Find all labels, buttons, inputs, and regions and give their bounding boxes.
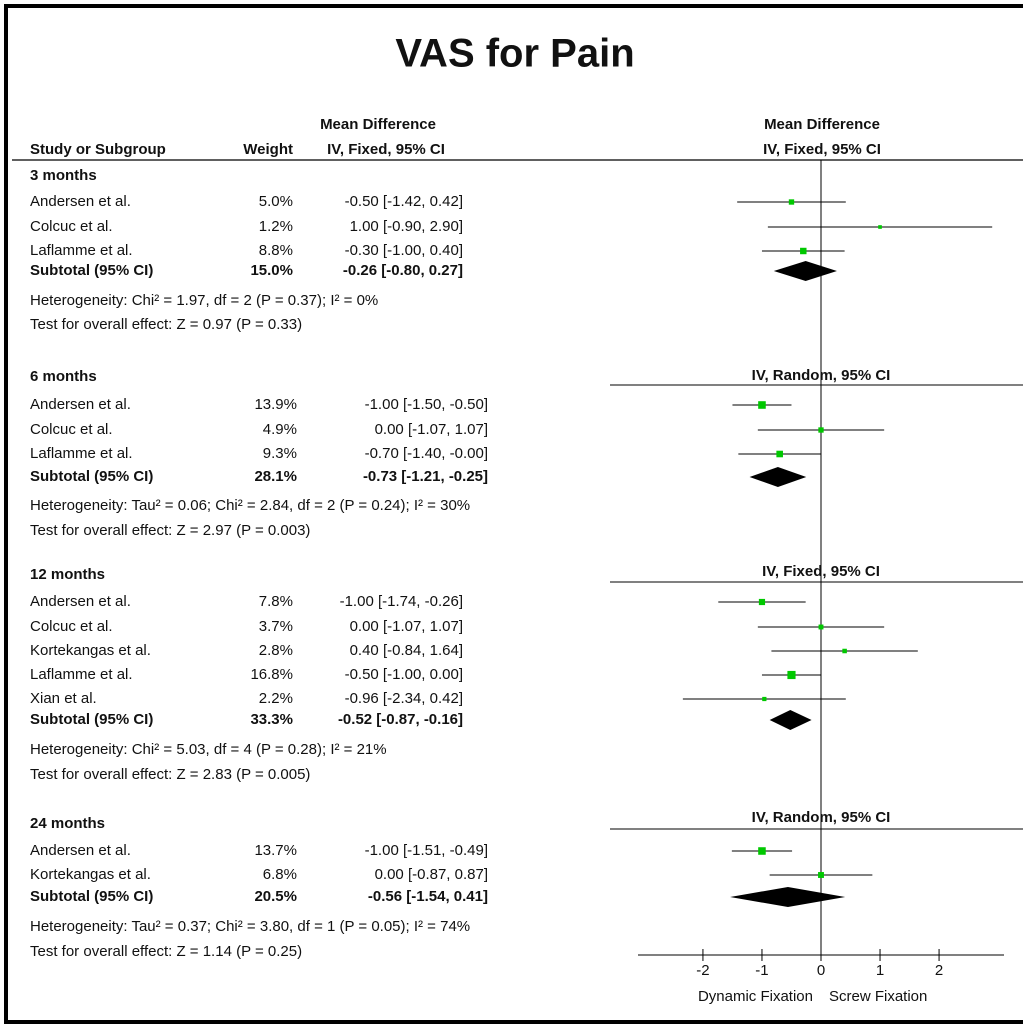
- study-name: Andersen et al.: [30, 842, 131, 859]
- study-name: Kortekangas et al.: [30, 642, 151, 659]
- heterogeneity: Heterogeneity: Tau² = 0.37; Chi² = 3.80,…: [30, 918, 470, 935]
- subtotal-ci: -0.73 [-1.21, -0.25]: [363, 468, 488, 485]
- overall-effect: Test for overall effect: Z = 2.97 (P = 0…: [30, 522, 310, 539]
- subtotal-name: Subtotal (95% CI): [30, 468, 153, 485]
- group-name: 24 months: [30, 815, 105, 832]
- study-weight: 13.7%: [254, 842, 297, 859]
- subtotal-diamond: [749, 467, 807, 487]
- subtotal-ci: -0.56 [-1.54, 0.41]: [368, 888, 488, 905]
- subtotal-diamond: [769, 710, 812, 730]
- x-tick-label: -1: [755, 962, 768, 979]
- study-ci: -0.30 [-1.00, 0.40]: [345, 242, 463, 259]
- heterogeneity: Heterogeneity: Chi² = 1.97, df = 2 (P = …: [30, 292, 378, 309]
- subtotal-name: Subtotal (95% CI): [30, 888, 153, 905]
- study-name: Kortekangas et al.: [30, 866, 151, 883]
- study-ci: -1.00 [-1.51, -0.49]: [365, 842, 488, 859]
- study-ci: -0.50 [-1.00, 0.00]: [345, 666, 463, 683]
- study-ci: -1.00 [-1.50, -0.50]: [365, 396, 488, 413]
- study-square: [787, 670, 796, 680]
- study-weight: 6.8%: [263, 866, 297, 883]
- study-square: [788, 199, 795, 205]
- study-weight: 13.9%: [254, 396, 297, 413]
- study-weight: 5.0%: [259, 193, 293, 210]
- group-plot-header: IV, Fixed, 95% CI: [762, 563, 880, 580]
- header: IV, Fixed, 95% CI: [763, 141, 881, 158]
- study-ci: -0.70 [-1.40, -0.00]: [365, 445, 488, 462]
- subtotal-weight: 20.5%: [254, 888, 297, 905]
- group-plot-header: IV, Random, 95% CI: [752, 367, 891, 384]
- study-ci: 0.40 [-0.84, 1.64]: [350, 642, 463, 659]
- study-square: [818, 624, 824, 630]
- frame: [4, 4, 1023, 1024]
- study-weight: 16.8%: [250, 666, 293, 683]
- subtotal-weight: 33.3%: [250, 711, 293, 728]
- study-square: [800, 247, 807, 255]
- header: Mean Difference: [320, 116, 436, 133]
- group-plot-header: IV, Random, 95% CI: [752, 809, 891, 826]
- x-tick-label: 1: [876, 962, 884, 979]
- study-square: [818, 872, 824, 878]
- group-name: 6 months: [30, 368, 97, 385]
- subtotal-diamond: [730, 887, 846, 907]
- subtotal-name: Subtotal (95% CI): [30, 711, 153, 728]
- study-name: Laflamme et al.: [30, 666, 133, 683]
- study-weight: 4.9%: [263, 421, 297, 438]
- x-tick-label: -2: [696, 962, 709, 979]
- subtotal-weight: 28.1%: [254, 468, 297, 485]
- study-name: Andersen et al.: [30, 193, 131, 210]
- study-ci: 0.00 [-1.07, 1.07]: [375, 421, 488, 438]
- subtotal-name: Subtotal (95% CI): [30, 262, 153, 279]
- study-weight: 2.8%: [259, 642, 293, 659]
- study-weight: 8.8%: [259, 242, 293, 259]
- x-tick-label: 2: [935, 962, 943, 979]
- study-name: Colcuc et al.: [30, 618, 113, 635]
- study-ci: -0.96 [-2.34, 0.42]: [345, 690, 463, 707]
- study-weight: 2.2%: [259, 690, 293, 707]
- study-ci: 0.00 [-1.07, 1.07]: [350, 618, 463, 635]
- subtotal-ci: -0.26 [-0.80, 0.27]: [343, 262, 463, 279]
- overall-effect: Test for overall effect: Z = 2.83 (P = 0…: [30, 766, 310, 783]
- study-name: Laflamme et al.: [30, 242, 133, 259]
- study-name: Andersen et al.: [30, 396, 131, 413]
- study-square: [758, 401, 766, 409]
- group-name: 3 months: [30, 167, 97, 184]
- subtotal-weight: 15.0%: [250, 262, 293, 279]
- x-label-right: Screw Fixation: [829, 988, 927, 1005]
- study-weight: 7.8%: [259, 593, 293, 610]
- subtotal-diamond: [773, 261, 837, 281]
- study-name: Colcuc et al.: [30, 421, 113, 438]
- heterogeneity: Heterogeneity: Tau² = 0.06; Chi² = 2.84,…: [30, 497, 470, 514]
- chart-title: VAS for Pain: [395, 32, 634, 76]
- study-weight: 3.7%: [259, 618, 293, 635]
- overall-effect: Test for overall effect: Z = 1.14 (P = 0…: [30, 943, 302, 960]
- study-square: [758, 598, 766, 606]
- study-square: [878, 225, 882, 229]
- study-square: [762, 696, 767, 702]
- study-name: Andersen et al.: [30, 593, 131, 610]
- study-name: Xian et al.: [30, 690, 97, 707]
- x-tick-label: 0: [817, 962, 825, 979]
- header: Study or Subgroup: [30, 141, 166, 158]
- header: IV, Fixed, 95% CI: [327, 141, 445, 158]
- heterogeneity: Heterogeneity: Chi² = 5.03, df = 4 (P = …: [30, 741, 387, 758]
- study-ci: 1.00 [-0.90, 2.90]: [350, 218, 463, 235]
- group-name: 12 months: [30, 566, 105, 583]
- study-weight: 1.2%: [259, 218, 293, 235]
- overall-effect: Test for overall effect: Z = 0.97 (P = 0…: [30, 316, 302, 333]
- x-label-left: Dynamic Fixation: [698, 988, 813, 1005]
- study-square: [842, 648, 847, 654]
- study-name: Laflamme et al.: [30, 445, 133, 462]
- study-ci: -1.00 [-1.74, -0.26]: [340, 593, 463, 610]
- study-ci: -0.50 [-1.42, 0.42]: [345, 193, 463, 210]
- study-square: [776, 450, 783, 458]
- study-square: [818, 427, 824, 433]
- study-square: [758, 847, 766, 855]
- study-ci: 0.00 [-0.87, 0.87]: [375, 866, 488, 883]
- study-weight: 9.3%: [263, 445, 297, 462]
- study-name: Colcuc et al.: [30, 218, 113, 235]
- header: Mean Difference: [764, 116, 880, 133]
- subtotal-ci: -0.52 [-0.87, -0.16]: [338, 711, 463, 728]
- header: Weight: [243, 141, 293, 158]
